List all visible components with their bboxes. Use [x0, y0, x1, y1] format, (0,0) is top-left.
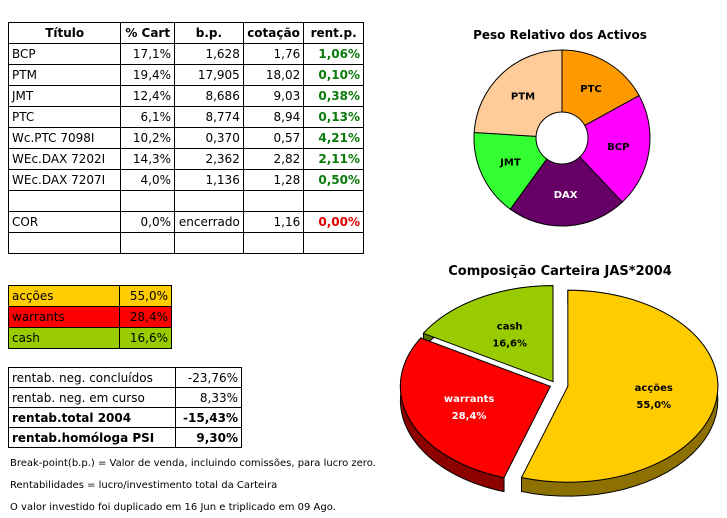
pie3d-slice-2 [422, 285, 554, 383]
note-valor-investido: O valor investido foi duplicado em 16 Ju… [10, 502, 336, 513]
note-breakpoint: Break-point(b.p.) = Valor de venda, incl… [10, 458, 376, 469]
summary-label: rentab.total 2004 [8, 407, 176, 428]
portfolio-table: Título % Cart b.p. cotação rent.p. BCP 17… [7, 22, 364, 254]
chart-title-composicao: Composição Carteira JAS*2004 [448, 264, 672, 279]
summary-label: rentab.homóloga PSI [8, 427, 176, 448]
pie-3d-chart: acções 55,0% warrants 28,4% cash 16,6% [399, 285, 719, 497]
summary-label: rentab. neg. concluídos [8, 367, 176, 388]
pie3d-data-label: acções [635, 383, 673, 394]
cell-cotacao: 1,28 [242, 169, 305, 191]
chart-title-peso: Peso Relativo dos Activos [473, 28, 647, 42]
cell-cotacao: 18,02 [242, 64, 305, 86]
donut-slice-ptc [561, 49, 640, 127]
cell-rent: 1,06% [303, 43, 364, 65]
composition-label: cash [8, 327, 120, 349]
pie3d-data-label: warrants [444, 394, 494, 405]
donut-label: JMT [499, 157, 521, 168]
cell-bp: 8,686 [174, 85, 244, 107]
donut-slice-ptm [473, 49, 563, 137]
note-rentabilidades: Rentabilidades = lucro/investimento tota… [10, 480, 278, 491]
cell-cart: 10,2% [120, 127, 176, 149]
portfolio-rows: BCP 17,1% 1,628 1,76 1,06% PTM 19,4% 17,905 18,0… [7, 43, 364, 191]
table-row: Wc.PTC 7098I 10,2% 0,370 0,57 4,21% [7, 127, 364, 149]
cell-rent: 2,11% [303, 148, 364, 170]
table-row: PTM 19,4% 17,905 18,02 0,10% [7, 64, 364, 86]
summary-rows: rentab. neg. concluídos -23,76% rentab. ne… [8, 367, 242, 448]
cell-cart: 14,3% [120, 148, 176, 170]
table-row: WEc.DAX 7207I 4,0% 1,136 1,28 0,50% [7, 169, 364, 191]
pie3d-data-label: 28,4% [452, 411, 487, 422]
summary-value: 8,33% [175, 387, 242, 408]
pie3d-data-label: 55,0% [636, 400, 671, 411]
summary-table: rentab. neg. concluídos -23,76% rentab. ne… [8, 367, 242, 448]
portfolio-header-row: Título % Cart b.p. cotação rent.p. [7, 22, 364, 44]
header-rent: rent.p. [303, 22, 364, 44]
cor-rent: 0,00% [303, 211, 364, 233]
table-row: PTC 6,1% 8,774 8,94 0,13% [7, 106, 364, 128]
cell-cotacao: 2,82 [242, 148, 305, 170]
summary-row: rentab.homóloga PSI 9,30% [8, 427, 242, 448]
donut-label: BCP [607, 142, 629, 153]
table-row-cor: COR 0,0% encerrado 1,16 0,00% [7, 211, 364, 233]
summary-row: rentab.total 2004 -15,43% [8, 407, 242, 428]
summary-row: rentab. neg. concluídos -23,76% [8, 367, 242, 388]
composition-value: 28,4% [119, 306, 172, 328]
cell-cart: 12,4% [120, 85, 176, 107]
pie3d-slice-1 [399, 337, 552, 479]
donut-label: PTC [580, 84, 602, 95]
cell-titulo: JMT [7, 85, 122, 107]
cell-titulo: WEc.DAX 7207I [7, 169, 122, 191]
donut-label: DAX [554, 190, 578, 201]
cell-bp: 2,362 [174, 148, 244, 170]
composition-row: warrants 28,4% [8, 306, 172, 328]
cell-rent: 0,10% [303, 64, 364, 86]
summary-value: -23,76% [175, 367, 242, 388]
cell-cotacao: 1,76 [242, 43, 305, 65]
doughnut-chart: PTC BCP DAX JMT PTM [473, 49, 651, 227]
composition-value: 16,6% [119, 327, 172, 349]
composition-row: cash 16,6% [8, 327, 172, 349]
summary-value: 9,30% [175, 427, 242, 448]
composition-rows: acções 55,0% warrants 28,4% cash 16,6% [8, 285, 172, 349]
composition-row: acções 55,0% [8, 285, 172, 307]
pie3d-slice-0 [520, 289, 719, 483]
cell-rent: 0,38% [303, 85, 364, 107]
cell-bp: 17,905 [174, 64, 244, 86]
summary-row: rentab. neg. em curso 8,33% [8, 387, 242, 408]
cell-rent: 0,50% [303, 169, 364, 191]
composition-value: 55,0% [119, 285, 172, 307]
composition-table: acções 55,0% warrants 28,4% cash 16,6% [8, 285, 172, 349]
cor-cotacao: 1,16 [242, 211, 305, 233]
table-row: JMT 12,4% 8,686 9,03 0,38% [7, 85, 364, 107]
cor-bp: encerrado [174, 211, 244, 233]
summary-value: -15,43% [175, 407, 242, 428]
blank-row [7, 232, 364, 254]
cell-rent: 0,13% [303, 106, 364, 128]
cell-cart: 6,1% [120, 106, 176, 128]
pie3d-data-label: cash [497, 321, 523, 332]
pie3d-data-label: 16,6% [492, 338, 527, 349]
summary-label: rentab. neg. em curso [8, 387, 176, 408]
donut-label: PTM [511, 91, 535, 102]
cell-rent: 4,21% [303, 127, 364, 149]
donut-slice-dax [509, 156, 623, 227]
donut-slice-jmt [473, 131, 548, 210]
